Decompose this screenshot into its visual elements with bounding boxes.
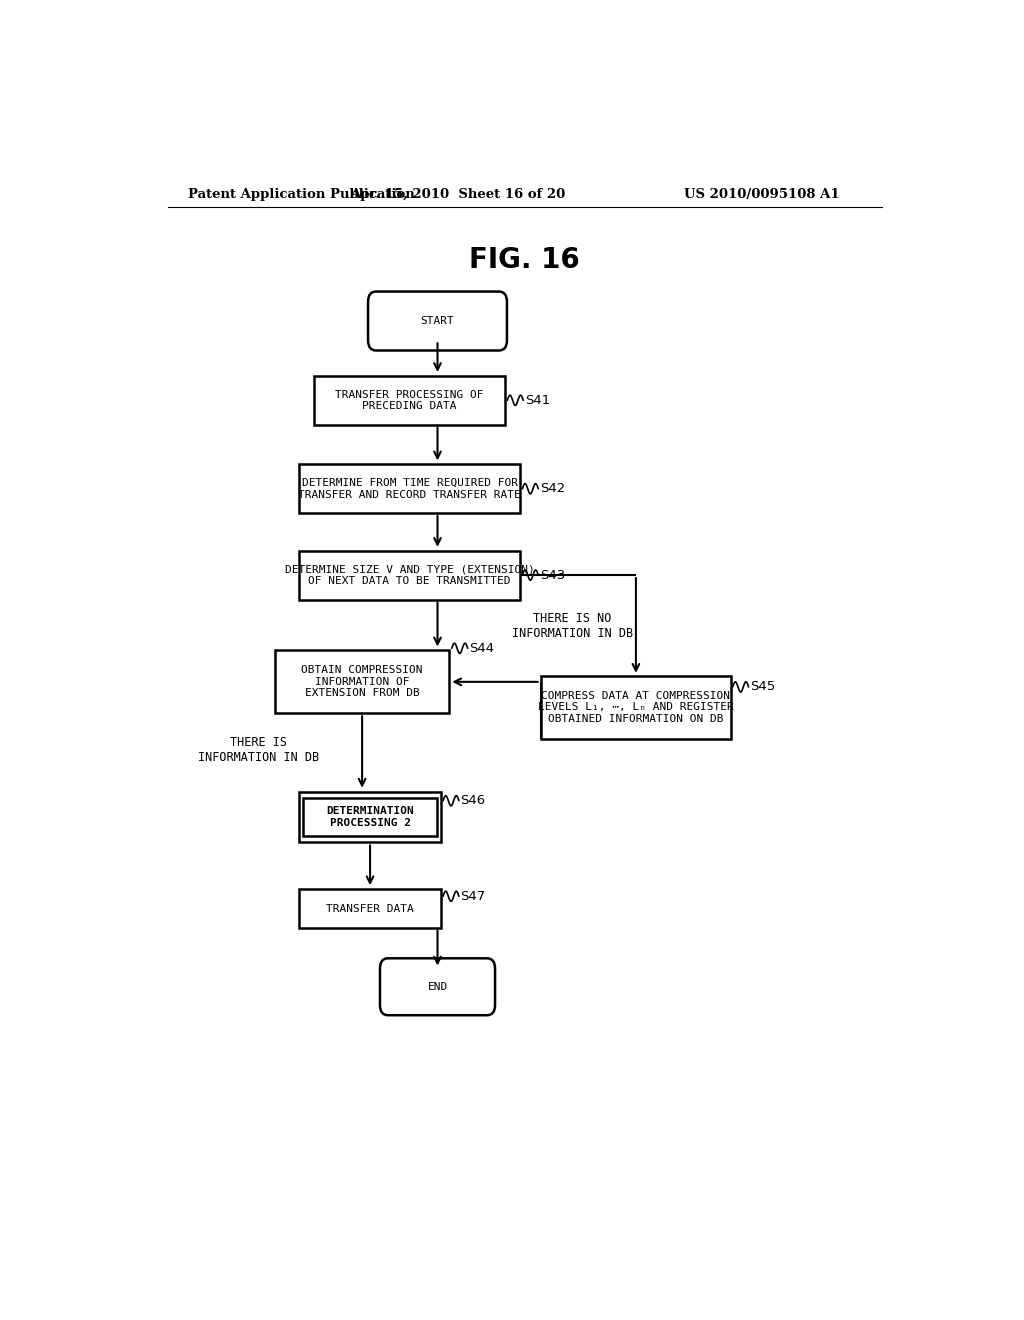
Text: S42: S42 [540,482,565,495]
Bar [274,651,450,713]
Text: DETERMINATION
PROCESSING 2: DETERMINATION PROCESSING 2 [327,807,414,828]
Text: END: END [427,982,447,991]
Text: START: START [421,315,455,326]
Bar [299,792,441,842]
Text: TRANSFER PROCESSING OF
PRECEDING DATA: TRANSFER PROCESSING OF PRECEDING DATA [336,389,484,411]
Text: S44: S44 [469,642,495,655]
FancyBboxPatch shape [368,292,507,351]
Bar [299,465,520,513]
Text: S41: S41 [524,393,550,407]
Text: COMPRESS DATA AT COMPRESSION
LEVELS L₁, ⋯, Lₙ AND REGISTER
OBTAINED INFORMATION : COMPRESS DATA AT COMPRESSION LEVELS L₁, … [538,690,734,723]
Text: DETERMINE SIZE V AND TYPE (EXTENSION)
OF NEXT DATA TO BE TRANSMITTED: DETERMINE SIZE V AND TYPE (EXTENSION) OF… [285,565,535,586]
Bar [314,376,505,425]
Text: S45: S45 [751,680,775,693]
Text: OBTAIN COMPRESSION
INFORMATION OF
EXTENSION FROM DB: OBTAIN COMPRESSION INFORMATION OF EXTENS… [301,665,423,698]
Text: DETERMINE FROM TIME REQUIRED FOR
TRANSFER AND RECORD TRANSFER RATE: DETERMINE FROM TIME REQUIRED FOR TRANSFE… [298,478,521,499]
Text: THERE IS NO
INFORMATION IN DB: THERE IS NO INFORMATION IN DB [512,612,633,640]
Text: FIG. 16: FIG. 16 [469,246,581,275]
Text: US 2010/0095108 A1: US 2010/0095108 A1 [684,189,839,202]
Bar [299,550,520,599]
Text: Apr. 15, 2010  Sheet 16 of 20: Apr. 15, 2010 Sheet 16 of 20 [350,189,565,202]
Text: THERE IS
INFORMATION IN DB: THERE IS INFORMATION IN DB [199,737,319,764]
Bar [541,676,731,739]
Bar [303,797,436,837]
Text: TRANSFER DATA: TRANSFER DATA [327,903,414,913]
Text: S46: S46 [461,795,485,808]
Bar [299,890,441,928]
FancyBboxPatch shape [380,958,495,1015]
Text: S47: S47 [461,890,485,903]
Text: Patent Application Publication: Patent Application Publication [187,189,415,202]
Text: S43: S43 [540,569,565,582]
